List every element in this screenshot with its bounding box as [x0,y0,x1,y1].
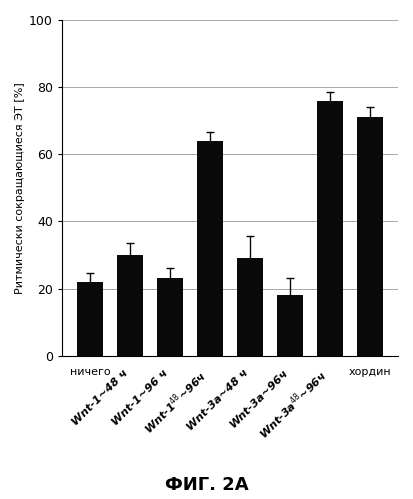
Bar [77,282,103,356]
Bar [117,255,143,356]
Text: Wnt-3a$^{48}$~96ч: Wnt-3a$^{48}$~96ч [255,367,330,443]
Bar [157,278,183,356]
Bar [237,258,263,356]
Bar [197,141,223,356]
Text: хордин: хордин [349,367,391,377]
Y-axis label: Ритмически сокращающиеся ЭТ [%]: Ритмически сокращающиеся ЭТ [%] [15,82,25,294]
Bar [277,295,303,356]
Text: Wnt-3a~48 ч: Wnt-3a~48 ч [185,367,250,432]
Text: Wnt-1~96 ч: Wnt-1~96 ч [111,367,170,427]
Text: ничего: ничего [70,367,111,377]
Text: Wnt-3a~96ч: Wnt-3a~96ч [228,367,290,430]
Bar [317,101,343,356]
Bar [357,117,383,356]
Text: ФИГ. 2A: ФИГ. 2A [165,476,248,494]
Text: Wnt-1~48 ч: Wnt-1~48 ч [71,367,130,427]
Text: Wnt-1$^{48}$~96ч: Wnt-1$^{48}$~96ч [140,367,210,437]
